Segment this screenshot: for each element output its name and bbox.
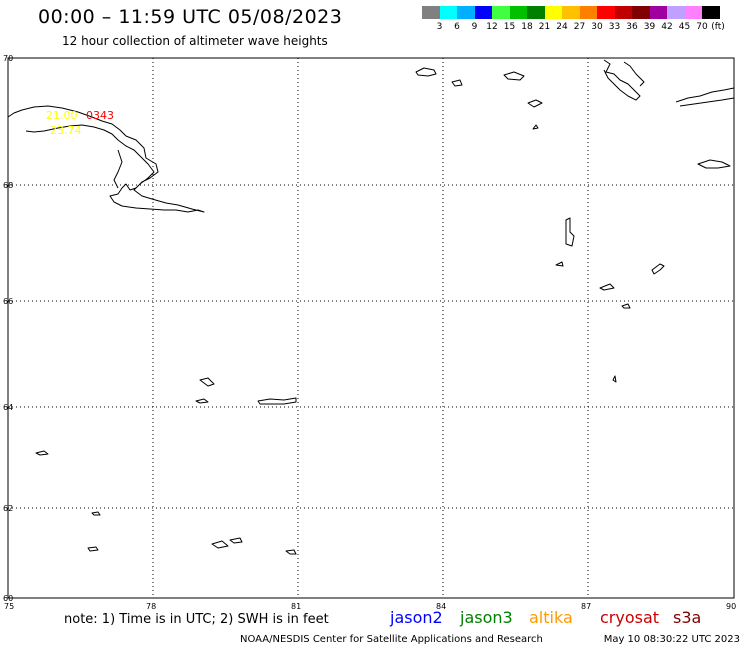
colorbar <box>422 6 720 19</box>
island-9 <box>651 263 665 275</box>
colorbar-swatch <box>474 6 492 19</box>
obs-label-swh-1: 21.00 <box>46 109 78 122</box>
lon-label-87: 87 <box>581 602 591 611</box>
lat-label-66: 66 <box>3 297 13 306</box>
island-1 <box>415 67 437 77</box>
coastline-inlet <box>113 149 123 189</box>
note-text: note: 1) Time is in UTC; 2) SWH is in fe… <box>64 612 329 627</box>
lat-label-60: 60 <box>3 594 13 603</box>
island-21 <box>285 549 297 555</box>
island-7 <box>565 217 575 247</box>
island-18 <box>87 546 99 552</box>
lon-label-75: 75 <box>4 602 14 611</box>
colorbar-label: 18 <box>521 22 533 32</box>
footer: NOAA/NESDIS Center for Satellite Applica… <box>240 634 740 645</box>
colorbar-label: 30 <box>591 22 603 32</box>
page-subtitle: 12 hour collection of altimeter wave hei… <box>62 34 328 48</box>
colorbar-label: 3 <box>436 22 443 32</box>
sat-cryosat: cryosat <box>600 608 660 627</box>
colorbar-label: 27 <box>573 22 586 32</box>
island-3 <box>503 71 525 81</box>
sat-jason3: jason3 <box>460 608 513 627</box>
island-2 <box>451 79 463 87</box>
coastline-taimyr-west <box>603 59 641 101</box>
island-14 <box>195 398 209 404</box>
colorbar-swatch <box>439 6 457 19</box>
colorbar-label: 12 <box>486 22 498 32</box>
page-title: 00:00 – 11:59 UTC 05/08/2023 <box>38 6 343 28</box>
island-11 <box>621 303 631 309</box>
island-16 <box>35 450 49 456</box>
island-10 <box>599 283 615 291</box>
sat-jason2: jason2 <box>390 608 443 627</box>
coastlines <box>7 59 735 555</box>
lon-label-90: 90 <box>726 602 736 611</box>
obs-label-time: 0343 <box>86 109 114 122</box>
lon-label-78: 78 <box>146 602 156 611</box>
colorbar-swatch <box>527 6 545 19</box>
island-13 <box>199 377 215 387</box>
colorbar-swatch <box>492 6 510 19</box>
lon-label-81: 81 <box>291 602 301 611</box>
colorbar-label: 39 <box>643 22 656 32</box>
colorbar-label: 15 <box>503 22 516 32</box>
island-8 <box>555 261 564 267</box>
island-6 <box>697 159 731 169</box>
sat-altika: altika <box>529 608 573 627</box>
colorbar-label: 70 <box>696 22 708 32</box>
colorbar-swatch <box>632 6 650 19</box>
obs-label-swh-2: 23.74 <box>50 124 82 137</box>
colorbar-swatch <box>562 6 580 19</box>
island-12 <box>612 375 617 383</box>
colorbar-swatch <box>597 6 615 19</box>
island-5 <box>532 124 539 130</box>
island-4 <box>527 99 543 108</box>
lat-label-64: 64 <box>3 403 13 412</box>
sat-s3a: s3a <box>673 608 702 627</box>
colorbar-swatch <box>614 6 632 19</box>
map-frame <box>7 57 735 599</box>
colorbar-swatch <box>457 6 475 19</box>
colorbar-swatch <box>649 6 667 19</box>
island-17 <box>91 511 101 516</box>
coastline-east-1 <box>675 87 735 103</box>
colorbar-label: 6 <box>454 22 460 32</box>
colorbar-swatch <box>509 6 527 19</box>
colorbar-swatch <box>544 6 562 19</box>
lat-label-62: 62 <box>3 504 13 513</box>
colorbar-label: 42 <box>661 22 673 32</box>
island-20 <box>229 537 243 544</box>
colorbar-swatch <box>579 6 597 19</box>
colorbar-label: 9 <box>471 22 478 32</box>
colorbar-label: 24 <box>556 22 568 32</box>
coastline-peninsula <box>7 105 205 213</box>
coastline-taimyr-inner <box>623 61 645 87</box>
colorbar-swatch <box>422 6 440 19</box>
colorbar-swatch <box>667 6 685 19</box>
colorbar-label: 33 <box>608 22 621 32</box>
map-grid <box>8 58 734 598</box>
coastline-east-2 <box>679 97 735 107</box>
colorbar-swatch <box>684 6 702 19</box>
lat-label-70: 70 <box>3 54 13 63</box>
lon-label-84: 84 <box>436 602 446 611</box>
lat-label-68: 68 <box>3 181 13 190</box>
colorbar-labels: 3 6 9 12 15 18 21 24 27 30 33 36 39 42 45 70 (ft) <box>422 22 740 34</box>
colorbar-label: 36 <box>626 22 638 32</box>
colorbar-unit: (ft) <box>711 22 725 32</box>
footer-timestamp: May 10 08:30:22 UTC 2023 <box>603 634 740 645</box>
colorbar-swatch <box>702 6 720 19</box>
footer-agency: NOAA/NESDIS Center for Satellite Applica… <box>240 634 543 645</box>
island-15 <box>257 397 297 405</box>
island-19 <box>211 540 229 549</box>
colorbar-label: 21 <box>538 22 551 32</box>
colorbar-label: 45 <box>678 22 691 32</box>
